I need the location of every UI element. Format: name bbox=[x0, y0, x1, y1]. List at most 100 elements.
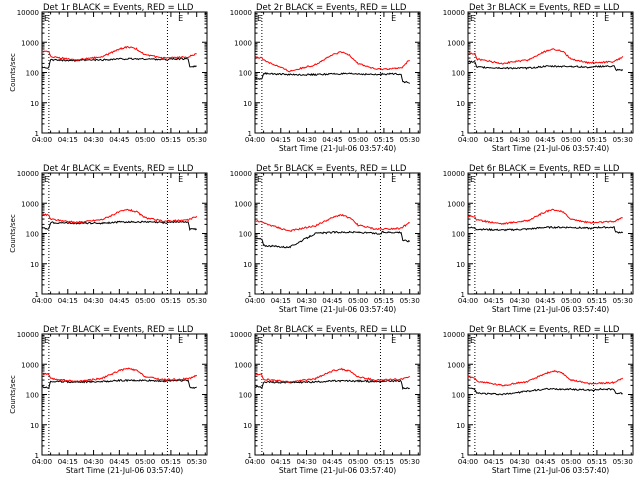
x-tick-label: 04:45 bbox=[322, 136, 342, 144]
x-tick-label: 04:30 bbox=[509, 458, 529, 466]
x-tick-label: 04:45 bbox=[109, 297, 129, 305]
y-tick-label: 10 bbox=[456, 422, 465, 430]
e-marker: E bbox=[604, 14, 609, 23]
events-series-line bbox=[467, 387, 623, 396]
x-tick-label: 04:15 bbox=[271, 297, 291, 305]
x-tick-label: 05:00 bbox=[348, 297, 368, 305]
x-tick-label: 04:30 bbox=[509, 136, 529, 144]
x-tick-label: 05:15 bbox=[161, 458, 181, 466]
events-series-line bbox=[41, 220, 198, 231]
x-tick-label: 05:15 bbox=[374, 136, 394, 144]
x-tick-label: 05:30 bbox=[613, 458, 633, 466]
x-tick-label: 04:15 bbox=[484, 458, 504, 466]
y-tick-label: 10000 bbox=[443, 9, 465, 17]
y-tick-label: 100 bbox=[452, 70, 465, 78]
y-tick-label: 1 bbox=[461, 452, 465, 460]
y-tick-label: 1 bbox=[461, 130, 465, 138]
x-tick-label: 04:45 bbox=[535, 297, 555, 305]
x-tick-label: 05:00 bbox=[135, 136, 155, 144]
e-marker: E bbox=[391, 336, 396, 345]
panel-title: Det 8r BLACK = Events, RED = LLD bbox=[256, 325, 407, 335]
y-tick-label: 1000 bbox=[447, 39, 465, 47]
x-tick-label: 04:15 bbox=[58, 458, 78, 466]
e-marker: E bbox=[470, 14, 475, 23]
lld-series-line bbox=[467, 208, 623, 225]
y-tick-label: 10 bbox=[243, 100, 252, 108]
x-tick-label: 04:45 bbox=[322, 297, 342, 305]
x-tick-label: 04:45 bbox=[535, 458, 555, 466]
x-tick-label: 04:45 bbox=[109, 136, 129, 144]
y-tick-label: 100 bbox=[26, 231, 39, 239]
panel-title: Det 1r BLACK = Events, RED = LLD bbox=[43, 3, 194, 13]
x-tick-label: 05:00 bbox=[561, 458, 581, 466]
y-tick-label: 1 bbox=[248, 452, 252, 460]
y-tick-label: 10 bbox=[30, 261, 39, 269]
plot-frame bbox=[467, 11, 634, 134]
events-series-line bbox=[41, 378, 197, 389]
y-tick-label: 100 bbox=[239, 392, 252, 400]
y-tick-label: 10000 bbox=[230, 170, 252, 178]
x-axis-label: Start Time (21-Jul-06 03:57:40) bbox=[66, 466, 183, 475]
x-tick-label: 04:00 bbox=[458, 297, 478, 305]
y-tick-label: 10000 bbox=[17, 331, 39, 339]
lld-series-line bbox=[467, 369, 624, 387]
y-tick-label: 1 bbox=[248, 130, 252, 138]
e-marker: E bbox=[470, 336, 475, 345]
lld-series-line bbox=[467, 48, 624, 65]
x-tick-label: 05:30 bbox=[187, 297, 207, 305]
x-tick-label: 04:15 bbox=[58, 136, 78, 144]
x-tick-label: 04:15 bbox=[271, 458, 291, 466]
plot-frame bbox=[254, 11, 421, 134]
e-marker: E bbox=[44, 336, 49, 345]
x-tick-label: 05:30 bbox=[187, 136, 207, 144]
y-tick-label: 1000 bbox=[234, 39, 252, 47]
x-tick-label: 04:15 bbox=[484, 297, 504, 305]
y-tick-label: 100 bbox=[239, 70, 252, 78]
x-tick-label: 05:15 bbox=[374, 297, 394, 305]
x-axis-label: Start Time (21-Jul-06 03:57:40) bbox=[279, 144, 396, 153]
x-tick-label: 04:00 bbox=[245, 297, 265, 305]
y-tick-label: 1 bbox=[248, 291, 252, 299]
y-axis-label: Counts/sec bbox=[9, 214, 17, 253]
e-marker: E bbox=[44, 14, 49, 23]
x-tick-label: 04:00 bbox=[32, 297, 52, 305]
x-tick-label: 04:30 bbox=[509, 297, 529, 305]
panel-title: Det 7r BLACK = Events, RED = LLD bbox=[43, 325, 194, 335]
e-marker: E bbox=[44, 175, 49, 184]
panel-title: Det 3r BLACK = Events, RED = LLD bbox=[469, 3, 620, 13]
events-series-line bbox=[254, 379, 410, 390]
e-marker: E bbox=[391, 175, 396, 184]
plot-frame bbox=[41, 11, 208, 134]
lld-series-line bbox=[254, 367, 411, 383]
x-tick-label: 04:30 bbox=[83, 136, 103, 144]
y-axis-label: Counts/sec bbox=[9, 53, 17, 92]
lld-series-line bbox=[254, 51, 410, 73]
y-tick-label: 1000 bbox=[21, 200, 39, 208]
plot-frame bbox=[254, 333, 421, 456]
e-marker: E bbox=[604, 175, 609, 184]
y-tick-label: 10000 bbox=[17, 9, 39, 17]
panel-title: Det 2r BLACK = Events, RED = LLD bbox=[256, 3, 407, 13]
y-tick-label: 10000 bbox=[230, 331, 252, 339]
x-tick-label: 04:00 bbox=[458, 458, 478, 466]
x-tick-label: 05:00 bbox=[135, 297, 155, 305]
panel-title: Det 5r BLACK = Events, RED = LLD bbox=[256, 164, 407, 174]
events-series-line bbox=[254, 230, 411, 249]
x-tick-label: 05:00 bbox=[561, 136, 581, 144]
x-tick-label: 05:00 bbox=[561, 297, 581, 305]
x-tick-label: 04:45 bbox=[109, 458, 129, 466]
x-tick-label: 05:30 bbox=[613, 297, 633, 305]
x-tick-label: 04:00 bbox=[32, 458, 52, 466]
x-tick-label: 05:00 bbox=[135, 458, 155, 466]
y-tick-label: 10 bbox=[30, 422, 39, 430]
panel-title: Det 4r BLACK = Events, RED = LLD bbox=[43, 164, 194, 174]
x-tick-label: 05:15 bbox=[161, 136, 181, 144]
y-tick-label: 100 bbox=[26, 392, 39, 400]
y-tick-label: 1000 bbox=[234, 361, 252, 369]
e-marker: E bbox=[257, 14, 262, 23]
y-tick-label: 100 bbox=[452, 392, 465, 400]
x-axis-label: Start Time (21-Jul-06 03:57:40) bbox=[492, 144, 609, 153]
y-tick-label: 100 bbox=[452, 231, 465, 239]
